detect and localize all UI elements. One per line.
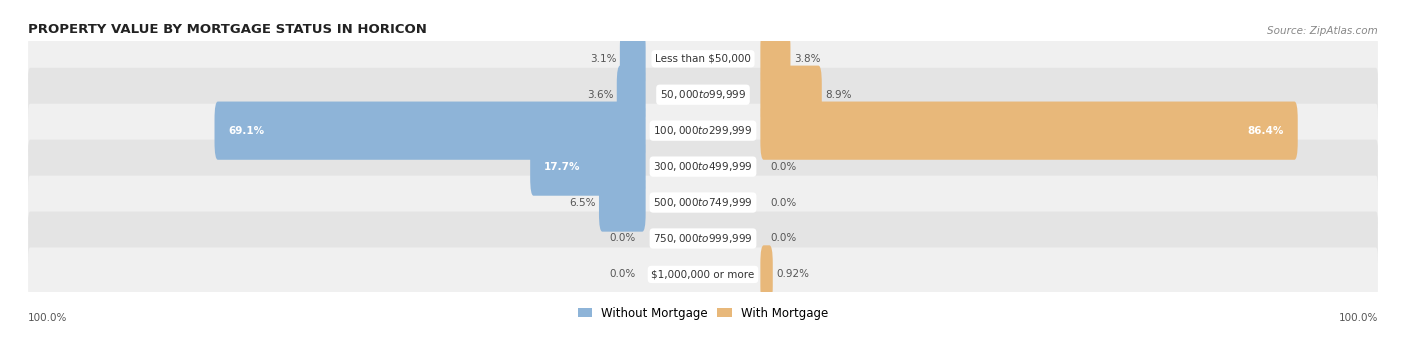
FancyBboxPatch shape	[599, 173, 645, 232]
Text: $300,000 to $499,999: $300,000 to $499,999	[654, 160, 752, 173]
FancyBboxPatch shape	[28, 211, 1378, 266]
Text: $750,000 to $999,999: $750,000 to $999,999	[654, 232, 752, 245]
Text: 3.8%: 3.8%	[794, 54, 820, 64]
FancyBboxPatch shape	[28, 68, 1378, 122]
FancyBboxPatch shape	[617, 66, 645, 124]
FancyBboxPatch shape	[28, 140, 1378, 193]
Text: $500,000 to $749,999: $500,000 to $749,999	[654, 196, 752, 209]
Text: 100.0%: 100.0%	[28, 312, 67, 323]
FancyBboxPatch shape	[620, 30, 645, 88]
Text: 3.6%: 3.6%	[586, 90, 613, 100]
Text: 0.92%: 0.92%	[776, 269, 808, 279]
Text: 0.0%: 0.0%	[770, 162, 797, 172]
FancyBboxPatch shape	[28, 32, 1378, 86]
FancyBboxPatch shape	[28, 104, 1378, 158]
FancyBboxPatch shape	[761, 245, 773, 304]
Text: Less than $50,000: Less than $50,000	[655, 54, 751, 64]
Text: $100,000 to $299,999: $100,000 to $299,999	[654, 124, 752, 137]
FancyBboxPatch shape	[215, 102, 645, 160]
Text: 17.7%: 17.7%	[544, 162, 581, 172]
Text: 3.1%: 3.1%	[591, 54, 616, 64]
FancyBboxPatch shape	[28, 248, 1378, 301]
FancyBboxPatch shape	[28, 175, 1378, 230]
FancyBboxPatch shape	[761, 102, 1298, 160]
Text: $50,000 to $99,999: $50,000 to $99,999	[659, 88, 747, 101]
Text: 0.0%: 0.0%	[609, 269, 636, 279]
Text: 0.0%: 0.0%	[770, 198, 797, 207]
Text: 0.0%: 0.0%	[770, 234, 797, 243]
Text: $1,000,000 or more: $1,000,000 or more	[651, 269, 755, 279]
Text: 0.0%: 0.0%	[609, 234, 636, 243]
Text: Source: ZipAtlas.com: Source: ZipAtlas.com	[1267, 26, 1378, 36]
FancyBboxPatch shape	[761, 30, 790, 88]
Text: 6.5%: 6.5%	[569, 198, 596, 207]
FancyBboxPatch shape	[530, 137, 645, 196]
Text: 100.0%: 100.0%	[1339, 312, 1378, 323]
Text: 86.4%: 86.4%	[1249, 126, 1284, 136]
Text: 69.1%: 69.1%	[228, 126, 264, 136]
FancyBboxPatch shape	[761, 66, 821, 124]
Legend: Without Mortgage, With Mortgage: Without Mortgage, With Mortgage	[574, 302, 832, 324]
Text: PROPERTY VALUE BY MORTGAGE STATUS IN HORICON: PROPERTY VALUE BY MORTGAGE STATUS IN HOR…	[28, 23, 427, 36]
Text: 8.9%: 8.9%	[825, 90, 852, 100]
